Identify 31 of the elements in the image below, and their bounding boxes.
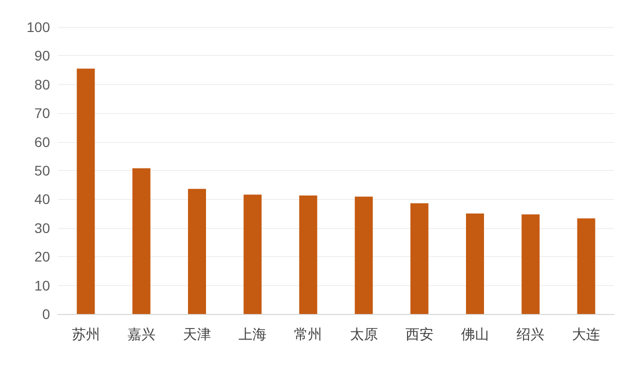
y-tick-label: 60 [34,134,50,150]
bar [522,214,540,314]
x-tick-label: 嘉兴 [127,327,156,343]
y-tick-label: 90 [34,48,50,64]
y-tick-label: 30 [34,220,50,236]
y-tick-label: 80 [34,76,50,92]
x-tick-label: 大连 [572,327,600,343]
bar [188,188,206,314]
x-tick-label: 常州 [294,327,322,343]
x-tick-label: 佛山 [461,327,489,343]
x-tick-label: 天津 [183,327,211,343]
x-tick-label: 西安 [405,327,434,343]
bar [76,68,95,314]
y-tick-label: 70 [34,105,50,122]
bar [410,203,428,314]
bar [244,194,262,314]
bar [466,214,484,314]
x-tick-label: 上海 [238,327,267,343]
bar [354,196,373,314]
x-tick-label: 绍兴 [516,327,545,343]
bar [132,168,150,314]
bar [299,195,318,314]
y-tick-label: 10 [34,277,50,294]
x-tick-label: 苏州 [72,327,100,343]
x-tick-label: 太原 [350,327,378,343]
y-tick-label: 50 [34,162,50,178]
y-tick-label: 40 [34,191,50,208]
y-tick-label: 0 [42,306,50,322]
y-tick-label: 20 [34,248,50,265]
bar [577,218,596,314]
y-tick-label: 100 [26,19,50,35]
